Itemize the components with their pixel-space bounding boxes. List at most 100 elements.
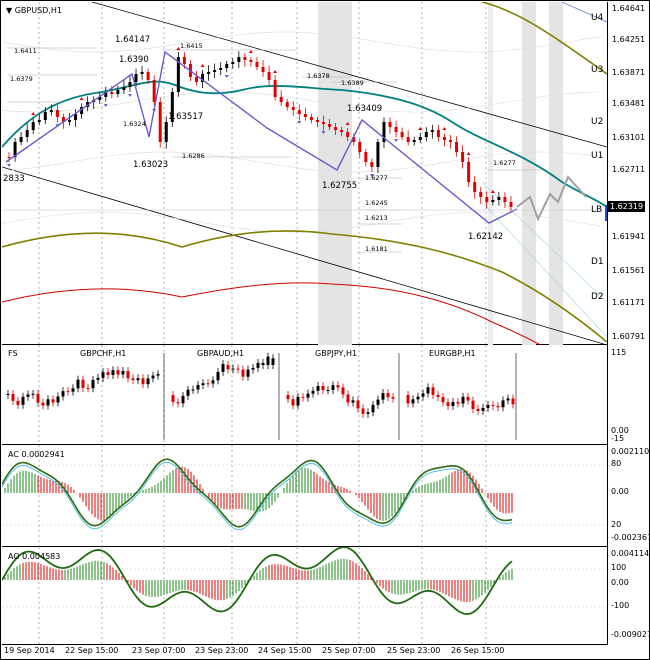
candle-body-79 [485,197,489,202]
pivot-label: 1.6389 [341,79,364,87]
fx-candle-body [451,401,455,407]
fx-candle-body [291,399,295,406]
ac-signal-line [2,461,513,531]
pivot-label: 1.6324 [123,120,146,128]
shaded-session-1 [522,2,536,345]
candle-body-59 [364,152,368,162]
fx-candle-body [31,393,35,395]
fx-candle-body [331,385,335,391]
candle-body-40 [249,60,253,62]
fx-candle-body [231,368,235,370]
fractal-down-marker-64 [394,139,399,142]
candle-body-64 [394,127,398,132]
fx-candle-body [41,402,45,406]
fx-pairs-pane[interactable]: FS GBPCHF,H1 GBPAUD,H1 GBPJPY,H1 EURGBP,H1 [2,345,607,445]
fx-candle-body [106,372,110,375]
fx-candle-body [346,394,350,403]
ao-indicator-pane[interactable]: AO 0.004583 [2,547,607,645]
fx-candle-body [206,383,210,385]
fractal-up-marker-32 [200,64,205,67]
candle-body-15 [98,97,102,100]
price-tick-label: 1.64251 [612,35,646,44]
candle-body-70 [430,130,434,132]
pivot-label: 1.62142 [468,232,504,242]
channel-lower-line [2,166,607,345]
level-label: U4 [591,13,604,23]
candle-body-78 [479,192,483,197]
price-tick-label: 1.61561 [612,266,646,275]
fx-candle-body [306,393,310,398]
fx-pair-title: GBPCHF,H1 [80,349,127,358]
candle-body-46 [285,102,289,107]
candle-body-75 [461,152,465,162]
fx-candle-body [16,400,20,405]
fractal-up-marker-56 [345,122,350,125]
candle-body-27 [170,92,174,122]
fx-candle-body [141,378,145,385]
fx-candle-body [71,388,75,392]
fractal-up-marker-4 [31,112,36,115]
fx-pairs-chart[interactable] [2,345,607,445]
candle-body-33 [207,72,211,74]
price-axis[interactable]: 1.64641 1.64251 1.63871 1.63481 1.63101 1.627… [607,2,650,345]
candle-body-11 [74,114,78,120]
fx-candle-body [211,380,215,384]
pivot-label: 1.6379 [10,75,33,83]
faint-cycle-2 [2,151,603,173]
candle-body-69 [424,132,428,137]
pivot-label: 1.6286 [182,152,205,160]
fractal-up-marker-72 [442,127,447,130]
dropdown-arrow-icon[interactable]: ▼ [6,6,13,15]
candle-body-60 [370,162,374,167]
candle-body-7 [49,110,53,112]
candle-body-49 [303,114,307,117]
price-chart[interactable] [2,2,607,345]
current-price-marker [605,205,608,221]
candle-body-1 [13,142,17,157]
candle-body-18 [116,90,120,94]
fx-candle-body [21,396,25,405]
ao-axis-label: 0.00 [611,578,629,587]
level-label: D2 [591,292,604,302]
fx-candle-body [341,387,345,395]
time-axis[interactable]: 19 Sep 2014 22 Sep 15:00 23 Sep 07:00 23 Se… [2,645,607,660]
pivot-label: 1.62755 [322,181,358,191]
fx-candle-body [436,394,440,398]
pivot-label: 1.6415 [180,42,203,50]
fx-candle-body [361,408,365,414]
ao-indicator-chart[interactable] [2,547,607,645]
chart-title: ▼ GBPUSD,H1 [6,6,62,15]
pivot-label: 2833 [3,174,25,184]
fx-candle-body [131,378,135,381]
pivot-label: 1.6245 [365,199,388,207]
fx-candle-body [376,399,380,405]
candle-body-44 [273,80,277,97]
fractal-up-marker-68 [418,127,423,130]
fx-candle-body [351,400,355,403]
level-label: D1 [591,257,604,267]
fx-candle-body [336,385,340,388]
level-label: U2 [591,117,604,127]
fx-axis: 115 0.00 -15 [607,345,650,445]
fractal-down-marker-20 [127,94,132,97]
fan-line-2 [481,201,607,338]
fx-candle-body [116,370,120,375]
fx-candle-body [511,398,515,405]
fx-candle-body [171,395,175,403]
candle-body-48 [297,110,301,114]
ac-indicator-pane[interactable]: AC 0.0002941 [2,445,607,547]
fx-candle-body [506,398,510,401]
fx-axis-label: 0.00 [611,426,629,435]
ac-axis-label: 0.0021104 [611,447,650,456]
fx-candle-body [381,393,385,400]
fx-candle-body [36,393,40,403]
time-tick-label: 23 Sep 23:00 [195,646,249,655]
ac-indicator-chart[interactable] [2,445,607,547]
fx-candle-body [356,400,360,409]
fx-candle-body [226,365,230,370]
ao-title: AO 0.004583 [8,552,61,561]
fractal-down-marker-16 [103,104,108,107]
main-price-pane[interactable]: ▼ GBPUSD,H1 1.64147 1.6390 1.63517 1.63023 1… [2,2,608,345]
fx-axis-label: -15 [611,434,625,443]
